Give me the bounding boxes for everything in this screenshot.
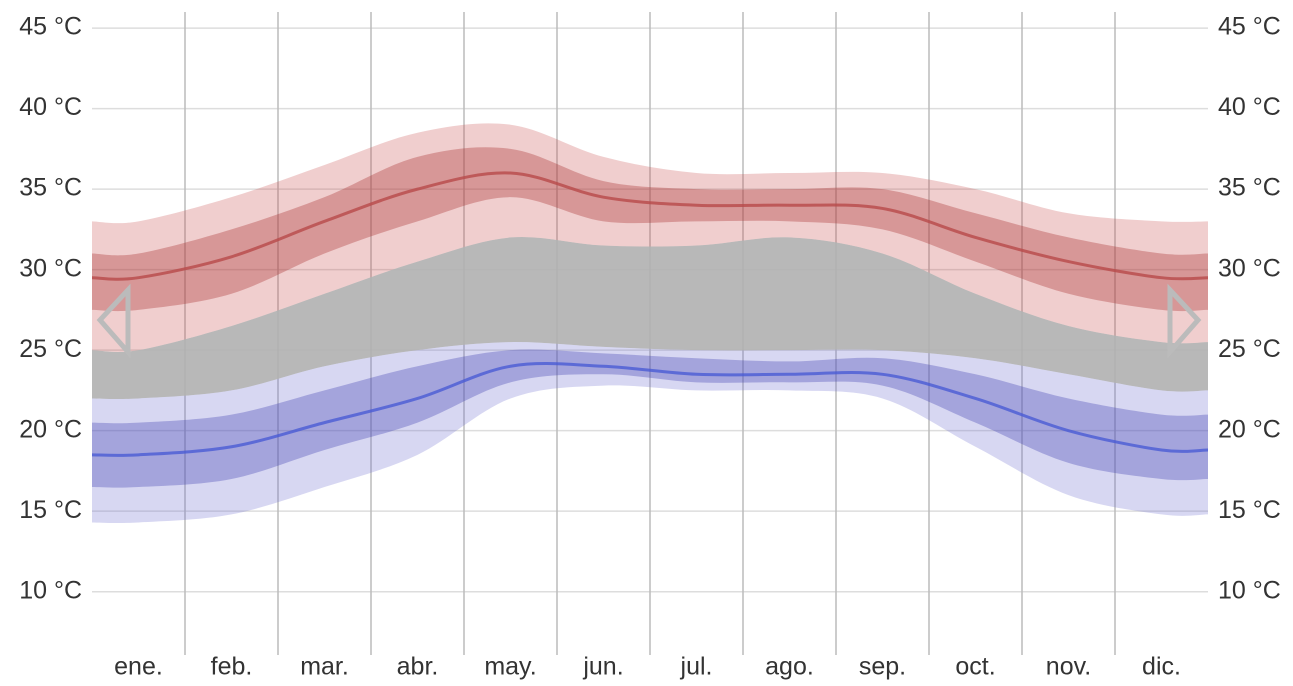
x-tick-label: jul. [680, 653, 713, 681]
next-arrow[interactable] [1167, 283, 1202, 359]
x-tick-label: ene. [114, 653, 163, 681]
x-tick-label: dic. [1142, 653, 1181, 681]
y-tick-label: 45 °C [19, 13, 82, 41]
average-line [91, 362, 1209, 457]
y-tick-label-right: 25 °C [1218, 335, 1281, 363]
x-tick-label: ago. [765, 653, 814, 681]
x-tick-label: jun. [582, 653, 623, 681]
x-tick-label: sep. [859, 653, 906, 681]
y-tick-label-right: 15 °C [1218, 496, 1281, 524]
x-tick-label: oct. [955, 653, 995, 681]
x-tick-label: abr. [397, 653, 439, 681]
y-tick-label-right: 10 °C [1218, 576, 1281, 604]
y-tick-label-right: 45 °C [1218, 13, 1281, 41]
y-tick-label: 15 °C [19, 496, 82, 524]
prev-arrow[interactable] [96, 283, 131, 359]
x-tick-label: mar. [300, 653, 349, 681]
y-tick-label: 25 °C [19, 335, 82, 363]
average-line [91, 171, 1209, 281]
y-tick-label-right: 30 °C [1218, 254, 1281, 282]
y-tick-label-right: 20 °C [1218, 415, 1281, 443]
observed-fill [92, 236, 1208, 400]
x-tick-label: may. [484, 653, 536, 681]
y-tick-label: 20 °C [19, 415, 82, 443]
x-tick-label: feb. [211, 653, 253, 681]
y-tick-label: 30 °C [19, 254, 82, 282]
y-tick-label-right: 35 °C [1218, 174, 1281, 202]
y-tick-label: 10 °C [19, 576, 82, 604]
percentile-band [92, 342, 1208, 524]
y-tick-label: 40 °C [19, 93, 82, 121]
x-tick-label: nov. [1046, 653, 1091, 681]
percentile-band [92, 147, 1208, 312]
y-tick-label-right: 40 °C [1218, 93, 1281, 121]
y-tick-label: 35 °C [19, 174, 82, 202]
percentile-band [92, 123, 1208, 352]
